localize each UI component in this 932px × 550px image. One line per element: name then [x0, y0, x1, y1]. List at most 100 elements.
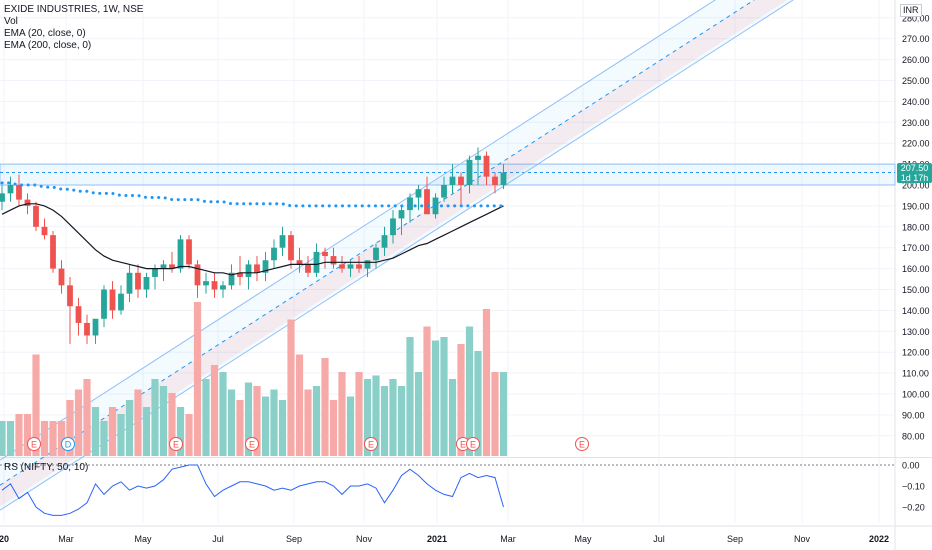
price-tick-label: 140.00 [902, 306, 930, 316]
candle [381, 226, 388, 257]
earnings-letter: E [460, 440, 466, 450]
time-tick-label: 2022 [869, 534, 889, 544]
volume-bar [499, 372, 508, 456]
rs-indicator-label[interactable]: RS (NIFTY, 50, 10) [4, 462, 89, 473]
candle-body [254, 264, 260, 273]
volume-bar [312, 386, 321, 456]
ema20-label[interactable]: EMA (20, close, 0) [4, 28, 86, 39]
candle-body [126, 272, 133, 294]
volume-bar [142, 407, 151, 456]
symbol-title[interactable]: EXIDE INDUSTRIES, 1W, NSE [4, 4, 144, 15]
candle-body [177, 239, 184, 269]
candle [84, 314, 90, 344]
candle-body [449, 176, 456, 185]
volume-bar [338, 372, 346, 456]
earnings-marker[interactable]: E [575, 437, 589, 451]
volume-bar [244, 382, 253, 456]
volume-bar [465, 326, 474, 456]
volume-bar [253, 386, 261, 456]
candle [288, 230, 294, 269]
candle [16, 174, 22, 206]
volume-bar [397, 386, 406, 456]
candle-body [441, 185, 447, 198]
candle [441, 176, 447, 202]
volume-bar [108, 407, 117, 456]
candle-series [0, 147, 507, 344]
volume-bar [83, 379, 91, 456]
candle [390, 210, 396, 244]
bar-countdown: 1d 17h [900, 173, 929, 183]
candle-body [16, 185, 22, 200]
candle-body [271, 247, 277, 261]
candle [492, 172, 498, 194]
candle [322, 247, 328, 269]
price-tick-label: 270.00 [902, 34, 930, 44]
price-tick-label: 180.00 [902, 222, 930, 232]
candle-body [262, 260, 269, 273]
earnings-marker[interactable]: E [245, 437, 259, 451]
candle [75, 297, 82, 336]
channel-mid-line[interactable] [0, 0, 895, 486]
candle-body [458, 176, 464, 185]
candle-body [135, 272, 141, 290]
price-tick-label: 120.00 [902, 348, 930, 358]
candle-body [373, 247, 379, 261]
candle-body [492, 176, 498, 185]
time-tick-label: 2021 [427, 534, 447, 544]
candle-body [279, 235, 286, 248]
earnings-letter: E [470, 440, 476, 450]
candle-body [364, 260, 371, 269]
candle-body [203, 281, 209, 286]
candle-body [24, 199, 31, 206]
range-box[interactable] [0, 163, 896, 186]
earnings-marker[interactable]: E [27, 437, 41, 451]
ema200-line[interactable] [0, 181, 505, 208]
candle-body [0, 193, 5, 202]
candle-body [475, 155, 481, 160]
volume-bar [270, 389, 278, 456]
candle [458, 172, 464, 206]
candle [305, 256, 311, 277]
candle-body [220, 285, 226, 290]
candle-body [313, 251, 320, 273]
earnings-marker[interactable]: E [169, 437, 183, 451]
dividend-marker[interactable]: D [61, 437, 75, 451]
earnings-marker[interactable]: E [364, 437, 378, 451]
candle-body [322, 251, 328, 257]
candle-body [50, 235, 56, 269]
candle-body [245, 264, 252, 277]
candle-body [390, 218, 396, 236]
candle [424, 176, 430, 215]
candle [67, 276, 73, 344]
marker-circle [466, 437, 480, 451]
volume-bar [134, 389, 142, 456]
candle-body [330, 256, 337, 265]
candle [169, 251, 175, 273]
volume-bar [321, 358, 329, 456]
candle [50, 230, 56, 273]
volume-bar [372, 375, 380, 456]
volume-bar [406, 337, 414, 456]
earnings-marker[interactable]: E [466, 437, 480, 451]
volume-bar [448, 379, 457, 456]
ema200-label[interactable]: EMA (200, close, 0) [4, 40, 92, 51]
earnings-letter: E [173, 440, 179, 450]
candle-body [288, 235, 294, 261]
price-tick-label: 80.00 [902, 431, 925, 441]
candle [500, 164, 507, 190]
candle [262, 251, 269, 282]
candle-body [7, 185, 14, 194]
ema20-line[interactable] [1, 203, 504, 276]
candle-body [305, 264, 311, 273]
volume-bar [457, 344, 465, 456]
candle-body [152, 268, 158, 277]
rs-line[interactable] [1, 464, 504, 516]
volume-label[interactable]: Vol [4, 16, 18, 27]
volume-bar [32, 354, 40, 456]
volume-bar [380, 386, 389, 456]
candle-body [41, 226, 48, 236]
volume-bar [66, 400, 74, 456]
channel-upper-line[interactable] [0, 0, 895, 461]
candle-body [296, 260, 303, 265]
